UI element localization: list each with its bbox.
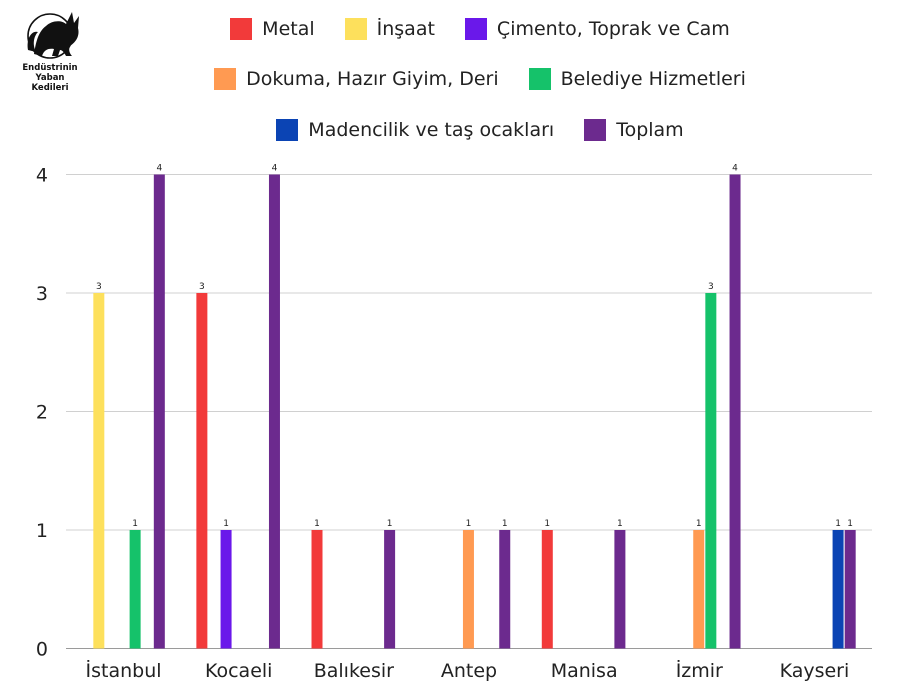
bar bbox=[93, 293, 105, 649]
data-label: 4 bbox=[156, 164, 162, 174]
legend-swatch-toplam bbox=[584, 119, 607, 141]
legend-swatch-madencilik bbox=[276, 119, 299, 141]
y-tick-label: 2 bbox=[36, 402, 48, 424]
legend-label-metal: Metal bbox=[262, 18, 315, 40]
y-tick-label: 4 bbox=[36, 165, 48, 187]
y-tick-label: 0 bbox=[36, 639, 48, 661]
data-label: 1 bbox=[223, 519, 229, 529]
logo-line-2: Yaban bbox=[35, 73, 65, 83]
bar bbox=[541, 530, 553, 649]
data-label: 1 bbox=[544, 519, 550, 529]
data-label: 1 bbox=[132, 519, 138, 529]
data-label: 1 bbox=[696, 519, 702, 529]
legend-label-belediye: Belediye Hizmetleri bbox=[560, 68, 746, 90]
bar bbox=[384, 530, 396, 649]
x-tick-label: İstanbul bbox=[86, 659, 162, 682]
data-label: 1 bbox=[847, 519, 853, 529]
y-tick-label: 3 bbox=[36, 283, 48, 305]
x-tick-label: Kayseri bbox=[780, 660, 850, 682]
legend-item-insaat: İnşaat bbox=[344, 18, 435, 40]
bar bbox=[832, 530, 844, 649]
data-label: 1 bbox=[502, 519, 508, 529]
bar bbox=[693, 530, 705, 649]
legend-swatch-dokuma bbox=[214, 68, 237, 90]
bar bbox=[153, 174, 165, 649]
bar bbox=[729, 174, 741, 649]
legend-item-metal: Metal bbox=[230, 18, 315, 40]
data-label: 4 bbox=[732, 164, 738, 174]
x-tick-label: İzmir bbox=[676, 659, 723, 682]
bar bbox=[196, 293, 208, 649]
legend-swatch-insaat bbox=[344, 18, 367, 40]
bar bbox=[311, 530, 323, 649]
legend-item-cimento: Çimento, Toprak ve Cam bbox=[464, 18, 730, 40]
x-axis-ticks: İstanbul Kocaeli Balıkesir Antep Manisa İzmir… bbox=[86, 659, 850, 682]
legend-item-madencilik: Madencilik ve taş ocakları bbox=[276, 119, 554, 141]
cat-icon bbox=[27, 12, 79, 59]
legend-swatch-cimento bbox=[464, 18, 487, 40]
y-axis-ticks: 0 1 2 3 4 bbox=[36, 165, 48, 661]
data-label: 3 bbox=[199, 282, 205, 292]
bar bbox=[499, 530, 511, 649]
logo-line-1: Endüstrinin bbox=[22, 63, 77, 73]
bar bbox=[614, 530, 626, 649]
legend-label-madencilik: Madencilik ve taş ocakları bbox=[308, 119, 555, 141]
data-label: 3 bbox=[96, 282, 102, 292]
x-tick-label: Antep bbox=[441, 660, 497, 682]
legend-item-belediye: Belediye Hizmetleri bbox=[528, 68, 746, 90]
cat-logo: Endüstrinin Yaban Kedileri bbox=[22, 12, 79, 93]
data-label: 1 bbox=[314, 519, 320, 529]
bars bbox=[93, 174, 856, 649]
bar bbox=[220, 530, 232, 649]
bar bbox=[462, 530, 474, 649]
x-tick-label: Manisa bbox=[551, 660, 618, 682]
legend-item-dokuma: Dokuma, Hazır Giyim, Deri bbox=[214, 68, 499, 90]
legend-label-insaat: İnşaat bbox=[376, 18, 435, 40]
data-label: 4 bbox=[272, 164, 278, 174]
legend-swatch-metal bbox=[230, 18, 253, 40]
x-tick-label: Balıkesir bbox=[314, 660, 394, 682]
data-label: 1 bbox=[466, 519, 472, 529]
chart-legend: Metal İnşaat Çimento, Toprak ve Cam Doku… bbox=[100, 0, 900, 150]
legend-swatch-belediye bbox=[528, 68, 551, 90]
bar bbox=[844, 530, 856, 649]
data-label: 1 bbox=[387, 519, 393, 529]
legend-label-cimento: Çimento, Toprak ve Cam bbox=[496, 18, 730, 40]
bar bbox=[268, 174, 280, 649]
data-label: 3 bbox=[708, 282, 714, 292]
legend-label-dokuma: Dokuma, Hazır Giyim, Deri bbox=[246, 68, 499, 90]
logo-line-3: Kedileri bbox=[32, 83, 69, 93]
y-tick-label: 1 bbox=[36, 520, 48, 542]
bar bbox=[705, 293, 717, 649]
bar bbox=[129, 530, 141, 649]
data-label: 1 bbox=[835, 519, 841, 529]
legend-label-toplam: Toplam bbox=[616, 119, 684, 141]
x-tick-label: Kocaeli bbox=[205, 660, 272, 682]
legend-item-toplam: Toplam bbox=[584, 119, 684, 141]
data-label: 1 bbox=[617, 519, 623, 529]
